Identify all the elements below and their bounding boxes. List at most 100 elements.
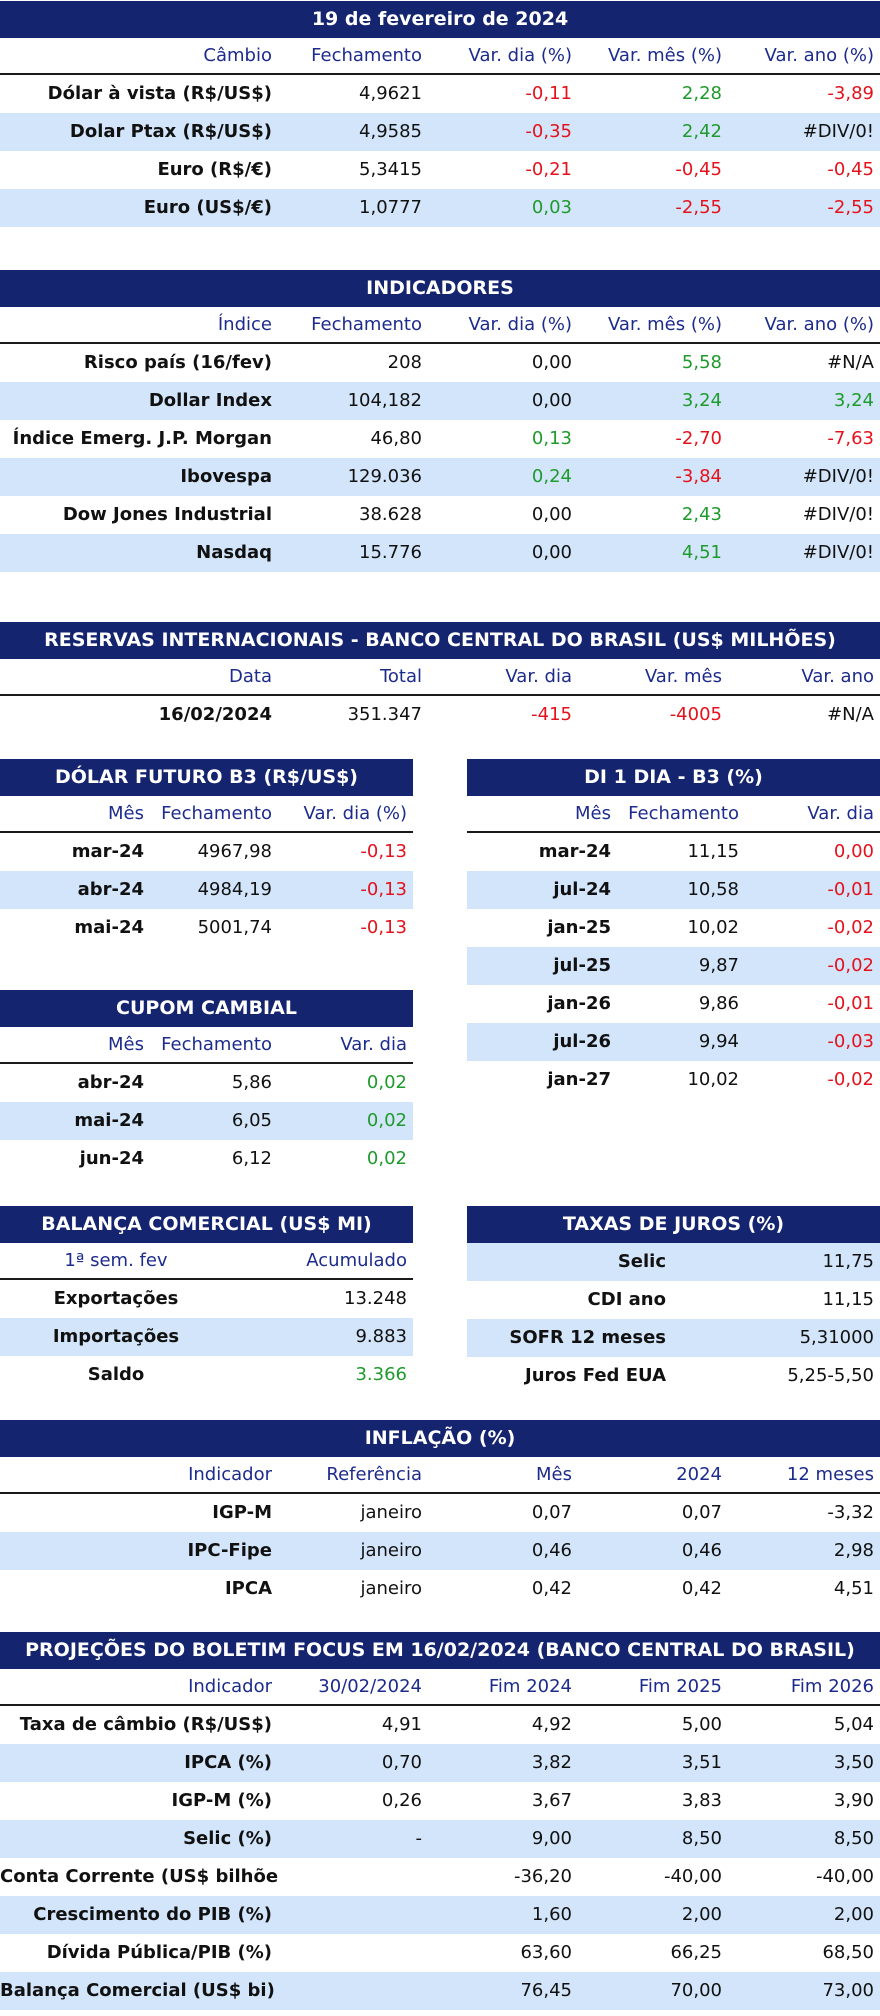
col-header: Mês	[536, 1464, 572, 1485]
table-row: Exportações 13.248	[0, 1280, 413, 1318]
table-row: Euro (R$/€) 5,3415 -0,21 -0,45 -0,45	[0, 151, 880, 189]
cell-value: 8,50	[833, 1828, 874, 1849]
table-row: Dívida Pública/PIB (%) 63,60 66,25 68,50	[0, 1934, 880, 1972]
cell-value: -3,89	[827, 83, 874, 104]
cell-value: 5,04	[833, 1714, 874, 1735]
row-label: Euro (US$/€)	[143, 197, 272, 218]
col-header: Var. mês (%)	[608, 45, 722, 66]
cell-value: #N/A	[827, 352, 874, 373]
cell-value: 63,60	[520, 1942, 572, 1963]
col-header: Var. ano (%)	[764, 314, 874, 335]
cell-value: 9,00	[531, 1828, 572, 1849]
row-label: jul-24	[553, 879, 611, 900]
table-row: Dow Jones Industrial 38.628 0,00 2,43 #D…	[0, 496, 880, 534]
cupom-cambial-table: CUPOM CAMBIAL Mês Fechamento Var. dia ab…	[0, 990, 413, 1178]
cambio-title: 19 de fevereiro de 2024	[0, 1, 880, 38]
row-label: Dólar à vista (R$/US$)	[47, 83, 272, 104]
col-header: Var. ano	[801, 666, 874, 687]
di1-table: DI 1 DIA - B3 (%) Mês Fechamento Var. di…	[467, 759, 880, 1099]
di1-col-headers: Mês Fechamento Var. dia	[467, 796, 880, 833]
col-header: Var. dia (%)	[468, 314, 572, 335]
cell-value: 8,50	[681, 1828, 722, 1849]
di1-title: DI 1 DIA - B3 (%)	[467, 759, 880, 796]
cell-value: #DIV/0!	[802, 504, 874, 525]
table-row: mar-24 4967,98 -0,13	[0, 833, 413, 871]
col-header: Var. dia	[505, 666, 572, 687]
cambio-col-headers: Câmbio Fechamento Var. dia (%) Var. mês …	[0, 38, 880, 75]
cell-value: 0,02	[366, 1148, 407, 1169]
table-row: abr-24 5,86 0,02	[0, 1064, 413, 1102]
cell-value: -2,70	[675, 428, 722, 449]
table-row: IGP-M janeiro 0,07 0,07 -3,32	[0, 1494, 880, 1532]
table-row: IGP-M (%) 0,26 3,67 3,83 3,90	[0, 1782, 880, 1820]
col-header: Fechamento	[311, 45, 422, 66]
row-label: IPC-Fipe	[187, 1540, 272, 1561]
cell-value: 0,46	[681, 1540, 722, 1561]
cell-value: 2,43	[681, 504, 722, 525]
dolar-futuro-title: DÓLAR FUTURO B3 (R$/US$)	[0, 759, 413, 796]
row-label: mar-24	[538, 841, 611, 862]
cell-value: 3,67	[531, 1790, 572, 1811]
cell-value: -0,45	[675, 159, 722, 180]
cell-value: 0,00	[531, 542, 572, 563]
table-row: Conta Corrente (US$ bilhões) -36,20 -40,…	[0, 1858, 880, 1896]
cell-value: -0,13	[360, 879, 407, 900]
cell-value: 0,13	[531, 428, 572, 449]
cell-value: 9.883	[355, 1326, 407, 1347]
col-header: Var. dia	[340, 1034, 407, 1055]
row-label: abr-24	[77, 1072, 144, 1093]
row-label: mai-24	[74, 1110, 144, 1131]
cell-value: 2,42	[681, 121, 722, 142]
row-label: Selic	[617, 1251, 666, 1272]
cell-value: -0,03	[827, 1031, 874, 1052]
inflacao-title: INFLAÇÃO (%)	[0, 1420, 880, 1457]
cell-value: 351.347	[347, 704, 422, 725]
cell-value: 2,00	[681, 1904, 722, 1925]
col-header: Fechamento	[161, 1034, 272, 1055]
row-label: Dívida Pública/PIB (%)	[46, 1942, 272, 1963]
row-label: Juros Fed EUA	[525, 1365, 666, 1386]
col-header: Índice	[217, 314, 272, 335]
table-row: Dólar à vista (R$/US$) 4,9621 -0,11 2,28…	[0, 75, 880, 113]
cell-value: 76,45	[520, 1980, 572, 2001]
cell-value: 3,82	[531, 1752, 572, 1773]
cell-value: 5,3415	[359, 159, 422, 180]
row-label: jun-24	[79, 1148, 144, 1169]
col-header: Acumulado	[306, 1250, 407, 1271]
row-label: SOFR 12 meses	[509, 1327, 666, 1348]
cell-value: 5001,74	[197, 917, 272, 938]
col-header: Var. mês (%)	[608, 314, 722, 335]
cell-value: 11,15	[687, 841, 739, 862]
table-row: CDI ano 11,15	[467, 1281, 880, 1319]
cell-value: 4,9585	[359, 121, 422, 142]
table-row: Risco país (16/fev) 208 0,00 5,58 #N/A	[0, 344, 880, 382]
col-header: Indicador	[188, 1676, 272, 1697]
col-header: Mês	[575, 803, 611, 824]
row-label: Crescimento do PIB (%)	[33, 1904, 272, 1925]
table-row: Juros Fed EUA 5,25-5,50	[467, 1357, 880, 1395]
cell-value: 0,00	[833, 841, 874, 862]
cupom-title: CUPOM CAMBIAL	[0, 990, 413, 1027]
col-header: Data	[229, 666, 272, 687]
cell-value: 9,86	[698, 993, 739, 1014]
table-row: Saldo 3.366	[0, 1356, 413, 1394]
cell-value: 0,00	[531, 352, 572, 373]
col-header: Fechamento	[311, 314, 422, 335]
balanca-comercial-table: BALANÇA COMERCIAL (US$ MI) 1ª sem. fev A…	[0, 1206, 413, 1394]
cell-value: 2,28	[681, 83, 722, 104]
col-header: 30/02/2024	[318, 1676, 422, 1697]
cell-value: -0,45	[827, 159, 874, 180]
table-row: IPCA (%) 0,70 3,82 3,51 3,50	[0, 1744, 880, 1782]
row-label: Risco país (16/fev)	[83, 352, 272, 373]
row-label: CDI ano	[587, 1289, 666, 1310]
cell-value: 0,02	[366, 1110, 407, 1131]
cell-value: 5,00	[681, 1714, 722, 1735]
cell-value: 0,07	[531, 1502, 572, 1523]
indicadores-table: INDICADORES Índice Fechamento Var. dia (…	[0, 270, 880, 572]
row-label: 16/02/2024	[158, 704, 272, 725]
row-label: IPCA	[224, 1578, 272, 1599]
table-row: Importações 9.883	[0, 1318, 413, 1356]
row-label: jan-26	[547, 993, 611, 1014]
col-header: Var. mês	[644, 666, 722, 687]
cell-value: -0,02	[827, 955, 874, 976]
